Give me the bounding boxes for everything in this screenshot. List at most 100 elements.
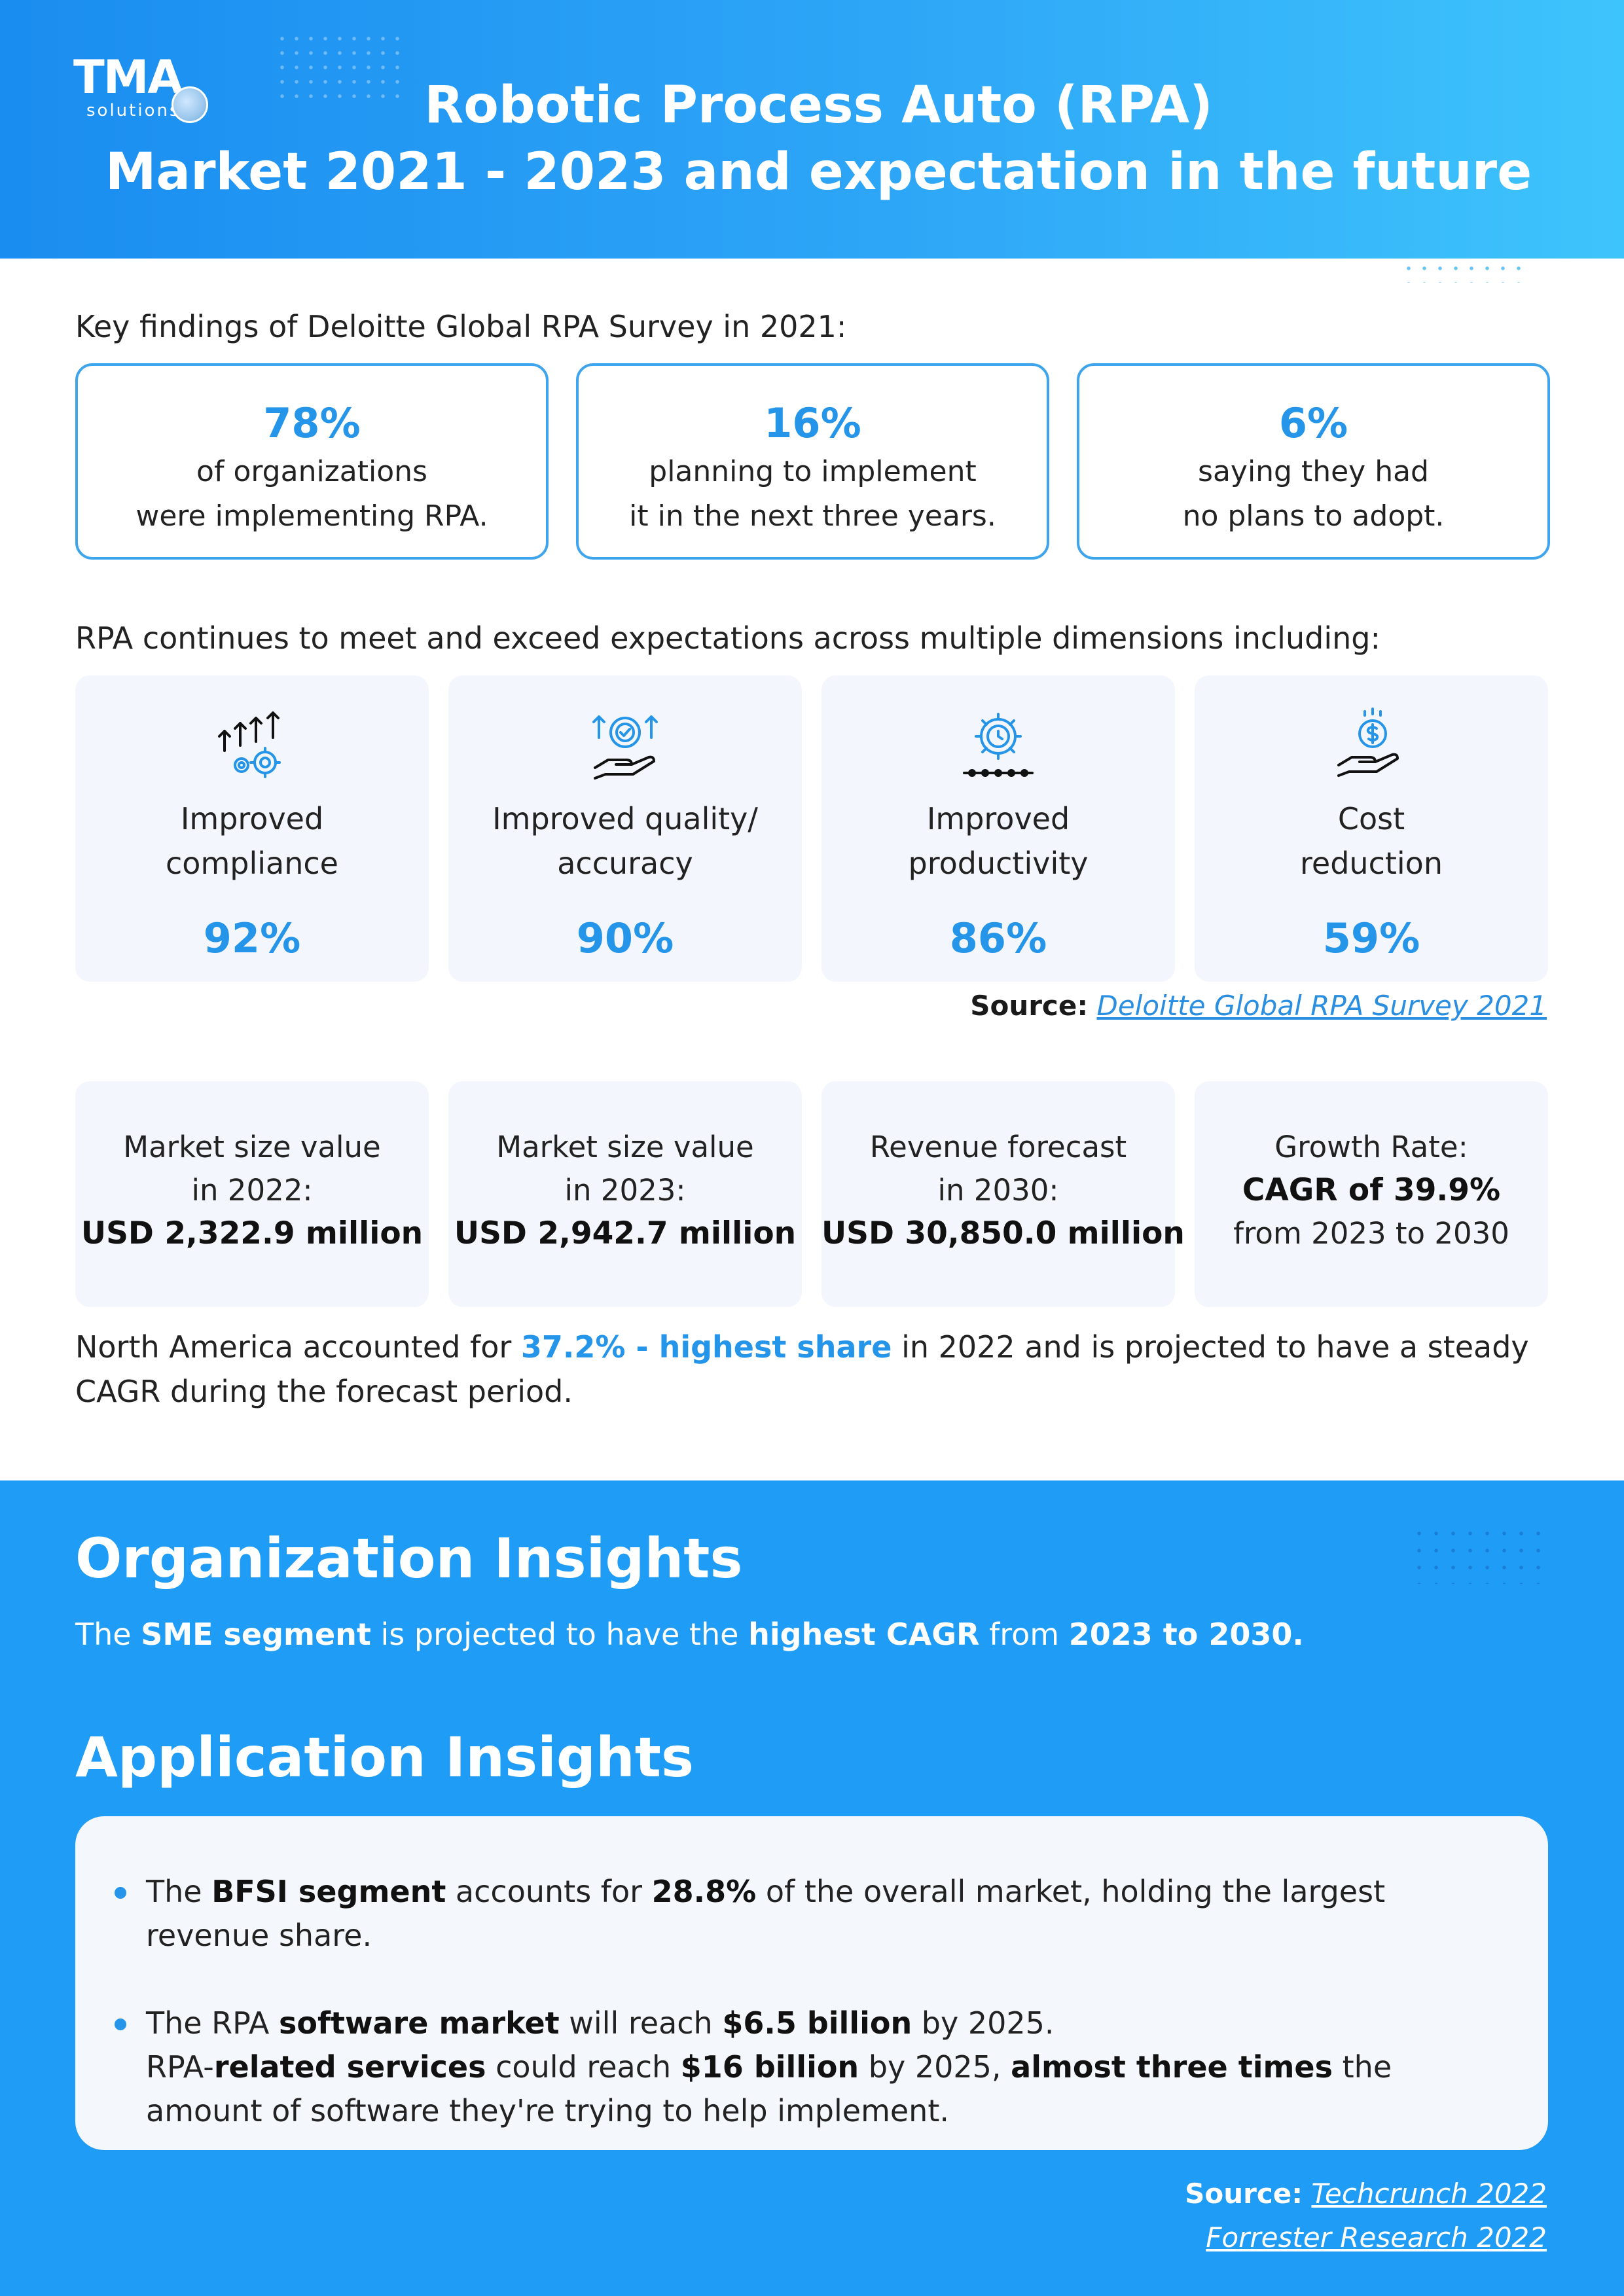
- dimension-label-line: Improved: [180, 801, 324, 836]
- finding-percent: 78%: [263, 399, 361, 447]
- finding-text: planning to implement: [649, 455, 977, 488]
- market-card-line: in 2022:: [191, 1173, 313, 1208]
- key-findings-label: Key findings of Deloitte Global RPA Surv…: [75, 309, 847, 344]
- app-insights-card: The BFSI segment accounts for 28.8% of t…: [75, 1816, 1548, 2150]
- market-card-value: USD 2,942.7 million: [454, 1215, 797, 1251]
- dimension-label-line: productivity: [908, 846, 1089, 881]
- logo-text: TMA: [73, 50, 183, 104]
- source-line: Forrester Research 2022: [1185, 2215, 1547, 2259]
- bullet-text: RPA-: [146, 2049, 214, 2085]
- org-bold: highest CAGR: [748, 1617, 980, 1652]
- dimension-card: Cost reduction 59%: [1195, 675, 1548, 982]
- finding-card: 78% of organizations were implementing R…: [75, 363, 549, 560]
- source-label: Source:: [970, 990, 1089, 1022]
- quality-badge-hand-icon: [592, 715, 658, 780]
- header-banner: TMA solutions Robotic Process Auto (RPA)…: [0, 0, 1624, 259]
- gear-clock-icon: [963, 713, 1034, 777]
- finding-text: were implementing RPA.: [135, 499, 488, 533]
- org-bold: 2023 to 2030.: [1068, 1617, 1304, 1652]
- dimension-percent: 90%: [576, 914, 674, 962]
- market-card-value: USD 2,322.9 million: [81, 1215, 424, 1251]
- finding-percent: 16%: [764, 399, 861, 447]
- bullet-text: accounts for: [446, 1874, 652, 1909]
- dimension-label: Cost reduction: [1195, 797, 1548, 886]
- source-footer: Source: Techcrunch 2022 Forrester Resear…: [1185, 2172, 1547, 2259]
- org-insights-text: The SME segment is projected to have the…: [75, 1617, 1304, 1652]
- market-card-line: from 2023 to 2030: [1233, 1216, 1509, 1251]
- bullet-bold: BFSI segment: [211, 1874, 446, 1909]
- dimension-label: Improved quality/ accuracy: [448, 797, 802, 886]
- north-america-note: North America accounted for 37.2% - high…: [75, 1325, 1555, 1414]
- bullet-bold: $16 billion: [680, 2049, 859, 2085]
- na-text: in 2022 and is projected to have a stead…: [75, 1329, 1529, 1409]
- market-card-line: in 2030:: [937, 1173, 1059, 1208]
- source-label: Source:: [1185, 2178, 1303, 2210]
- market-card-line: in 2023:: [564, 1173, 686, 1208]
- source-link-techcrunch[interactable]: Techcrunch 2022: [1311, 2178, 1547, 2210]
- na-highlight: 37.2% - highest share: [520, 1329, 892, 1365]
- dimension-label: Improved compliance: [75, 797, 429, 886]
- bullet-text: The RPA: [146, 2005, 280, 2041]
- dimension-label-line: Cost: [1337, 801, 1405, 836]
- market-card: Market size value in 2022: USD 2,322.9 m…: [75, 1081, 429, 1307]
- page-title: Robotic Process Auto (RPA) Market 2021 -…: [0, 72, 1624, 206]
- market-card: Growth Rate: CAGR of 39.9% from 2023 to …: [1195, 1081, 1548, 1307]
- bullet-text: by 2025,: [859, 2049, 1011, 2085]
- source-line: Source: Techcrunch 2022: [1185, 2172, 1547, 2215]
- bullet-text: could reach: [486, 2049, 681, 2085]
- tma-logo[interactable]: TMA solutions: [73, 51, 244, 130]
- logo-subtext: solutions: [86, 101, 181, 120]
- bullet-bold: almost three times: [1011, 2049, 1333, 2085]
- dimension-label-line: reduction: [1300, 846, 1443, 881]
- title-line-1: Robotic Process Auto (RPA): [424, 76, 1213, 135]
- bullet-text: of the overall market, holding the large…: [146, 1874, 1386, 1953]
- market-card-value: USD 30,850.0 million: [821, 1215, 1185, 1251]
- dimension-label-line: accuracy: [557, 846, 693, 881]
- org-text: is projected to have the: [370, 1617, 749, 1652]
- arrows-gears-icon: [218, 711, 281, 778]
- bullet-text: will reach: [559, 2005, 723, 2041]
- bullet-bold: $6.5 billion: [722, 2005, 912, 2041]
- market-card: Market size value in 2023: USD 2,942.7 m…: [448, 1081, 802, 1307]
- dimension-percent: 59%: [1322, 914, 1420, 962]
- coin-hand-icon: [1337, 708, 1399, 777]
- finding-text: it in the next three years.: [629, 499, 996, 533]
- finding-text: no plans to adopt.: [1182, 499, 1445, 533]
- dimension-card: Improved productivity 86%: [821, 675, 1175, 982]
- globe-icon: [171, 86, 208, 123]
- finding-card: 16% planning to implement it in the next…: [576, 363, 1049, 560]
- bullet-text: The: [146, 1874, 212, 1909]
- market-card-value: CAGR of 39.9%: [1242, 1172, 1501, 1208]
- market-card-line: Market size value: [123, 1130, 381, 1164]
- dimension-card: Improved quality/ accuracy 90%: [448, 675, 802, 982]
- na-text: North America accounted for: [75, 1329, 521, 1365]
- decorative-dots: [1401, 260, 1532, 283]
- market-card: Revenue forecast in 2030: USD 30,850.0 m…: [821, 1081, 1185, 1307]
- org-text: The: [75, 1617, 141, 1652]
- decorative-dots: [275, 31, 406, 103]
- dimension-label-line: compliance: [166, 846, 338, 881]
- org-bold: SME segment: [141, 1617, 371, 1652]
- source-link-forrester[interactable]: Forrester Research 2022: [1206, 2221, 1547, 2253]
- market-card-line: Market size value: [496, 1130, 754, 1164]
- market-card-line: Revenue forecast: [869, 1130, 1127, 1164]
- dimension-label-line: Improved: [926, 801, 1070, 836]
- bullet-text: by 2025.: [912, 2005, 1055, 2041]
- org-insights-title: Organization Insights: [75, 1526, 743, 1590]
- dimension-label-line: Improved quality/: [492, 801, 758, 836]
- list-item: The BFSI segment accounts for 28.8% of t…: [115, 1870, 1488, 1958]
- market-card-line: Growth Rate:: [1274, 1130, 1468, 1164]
- finding-card: 6% saying they had no plans to adopt.: [1077, 363, 1550, 560]
- bullet-bold: related services: [213, 2049, 486, 2085]
- dimensions-label: RPA continues to meet and exceed expecta…: [75, 620, 1380, 656]
- source-deloitte: Source: Deloitte Global RPA Survey 2021: [970, 990, 1547, 1022]
- dimension-percent: 86%: [949, 914, 1047, 962]
- list-item: The RPA software market will reach $6.5 …: [115, 2001, 1488, 2133]
- finding-text: of organizations: [196, 455, 427, 488]
- finding-text: saying they had: [1198, 455, 1429, 488]
- app-insights-title: Application Insights: [75, 1725, 694, 1789]
- title-line-2: Market 2021 - 2023 and expectation in th…: [105, 143, 1532, 202]
- bullet-text: the amount of software they're trying to…: [146, 2049, 1392, 2128]
- bullet-bold: software market: [279, 2005, 560, 2041]
- source-link-deloitte[interactable]: Deloitte Global RPA Survey 2021: [1096, 990, 1547, 1022]
